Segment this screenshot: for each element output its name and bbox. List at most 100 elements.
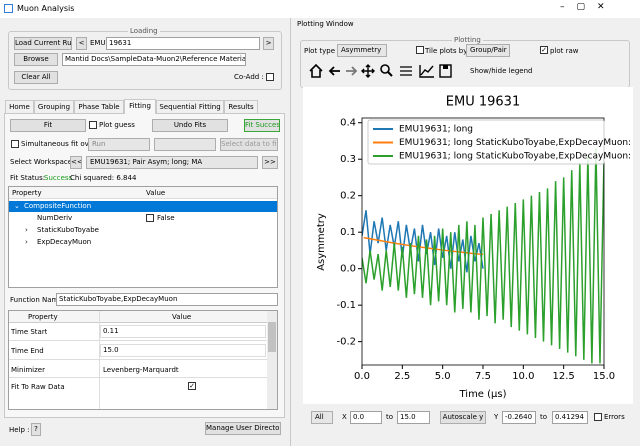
y-max-input[interactable]: 0.41294 (552, 411, 588, 424)
table-cell: Fit To Raw Data (11, 383, 65, 391)
tab[interactable]: Sequential Fitting (156, 100, 224, 113)
tab[interactable]: Grouping (34, 100, 74, 113)
table-header-cell: Property (28, 313, 58, 321)
y-min-input[interactable]: -0.2640 (502, 411, 536, 424)
window-controls[interactable]: –▢✕ (560, 2, 617, 12)
legend-box (367, 119, 605, 165)
pan-icon[interactable] (361, 64, 375, 78)
plot-type-dropdown[interactable]: Asymmetry (337, 44, 387, 57)
errors-checkbox[interactable] (594, 413, 602, 421)
select-data-button[interactable]: Select data to fit (220, 138, 278, 151)
function-name-label: Function Name (10, 296, 63, 304)
zoom-icon[interactable] (380, 64, 390, 74)
tree-item[interactable]: NumDeriv (37, 214, 73, 222)
fit-button[interactable]: Fit (10, 119, 86, 132)
row-divider (9, 340, 267, 341)
help-button[interactable]: ? (31, 423, 41, 436)
scrollbar-thumb[interactable] (268, 322, 276, 352)
load-current-run-button[interactable]: Load Current Run (14, 37, 72, 50)
function-name-input[interactable]: StaticKuboToyabe,ExpDecayMuon (56, 293, 278, 306)
table-cell: Time Start (11, 328, 48, 336)
plot-raw-label: plot raw (550, 47, 579, 55)
toolbar[interactable] (308, 63, 464, 79)
empty-dropdown[interactable] (154, 138, 216, 151)
next-run-button[interactable]: > (263, 37, 274, 50)
chi-squared: Chi squared: 6.844 (70, 174, 137, 182)
save-icon (443, 65, 448, 69)
tree-expander[interactable]: › (25, 238, 28, 246)
path-input[interactable]: Mantid Docs\SampleData-Muon2\Reference M… (62, 53, 246, 66)
manage-directories-button[interactable]: Manage User Directories (205, 422, 281, 435)
run-input[interactable]: 19631 (106, 37, 260, 50)
run-dropdown[interactable]: Run (88, 138, 150, 151)
tree-expander[interactable]: › (25, 226, 28, 234)
tree-row-selected[interactable] (9, 201, 277, 212)
fit-status: Success (44, 174, 73, 182)
configure-icon[interactable] (400, 66, 412, 76)
plot-raw-checkbox[interactable]: ✓ (540, 46, 548, 54)
simultaneous-label: Simultaneous fit over (21, 140, 96, 148)
series-line (362, 148, 604, 364)
to-label: to (540, 413, 548, 421)
legend-toggle[interactable]: Show/hide legend (470, 67, 533, 75)
autoscale-button[interactable]: Autoscale y (440, 411, 486, 424)
y-tick-label: 0.4 (340, 118, 356, 129)
tree-item[interactable]: CompositeFunction (24, 202, 92, 210)
clear-all-button[interactable]: Clear All (14, 71, 58, 84)
table-input[interactable]: 15.0 (100, 344, 266, 357)
y-tick-label: -0.1 (336, 300, 356, 311)
back-icon[interactable] (328, 66, 340, 76)
range-dropdown[interactable]: All (311, 411, 333, 424)
tab[interactable]: Phase Table (74, 100, 124, 113)
x-tick-label: 0.0 (354, 371, 370, 382)
tile-checkbox[interactable] (416, 46, 424, 54)
workspace-dropdown[interactable]: EMU19631; Pair Asym; long; MA (86, 156, 258, 169)
undo-fits-button[interactable]: Undo Fits (152, 119, 228, 132)
zoom-icon[interactable] (387, 71, 393, 77)
prev-run-button[interactable]: < (76, 37, 87, 50)
y-range-label: Y (494, 413, 499, 421)
tree-item-value: False (157, 214, 175, 222)
tree-item[interactable]: ExpDecayMuon (37, 238, 92, 246)
instrument-label: EMU (90, 39, 106, 47)
x-tick-label: 12.5 (553, 371, 575, 382)
plot-guess-checkbox[interactable] (89, 121, 97, 129)
table-input[interactable]: 0.11 (100, 325, 266, 338)
tile-dropdown[interactable]: Group/Pair (466, 44, 510, 57)
table-cell: Time End (11, 347, 44, 355)
table-header (9, 311, 267, 323)
plotting-window-title: Plotting Window (297, 20, 354, 28)
to-label: to (386, 413, 394, 421)
axes-frame (361, 117, 605, 366)
simultaneous-checkbox[interactable] (11, 140, 19, 148)
ws-next-button[interactable]: >> (262, 156, 278, 169)
numderiv-checkbox[interactable] (146, 214, 154, 222)
y-tick-label: 0.3 (340, 154, 356, 165)
y-tick-label: 0.0 (340, 264, 356, 275)
x-tick-label: 15.0 (593, 371, 615, 382)
x-min-input[interactable]: 0.0 (350, 411, 382, 424)
app-icon (4, 4, 13, 13)
fit-result-button[interactable]: Fit Successful (244, 119, 280, 132)
scrollbar[interactable] (267, 311, 277, 409)
axes-icon[interactable] (419, 65, 434, 78)
tab[interactable]: Home (5, 100, 34, 113)
table-cell[interactable]: Levenberg-Marquardt (103, 366, 179, 374)
chart-title: EMU 19631 (446, 95, 520, 110)
splitter[interactable] (290, 18, 291, 446)
table-header-cell: Value (172, 313, 192, 321)
group-title: Plotting (452, 34, 483, 46)
tree-item[interactable]: StaticKuboToyabe (37, 226, 99, 234)
legend-label: EMU19631; long StaticKuboToyabe,ExpDecay… (399, 138, 633, 148)
ws-prev-button[interactable]: << (70, 156, 82, 169)
x-max-input[interactable]: 15.0 (397, 411, 430, 424)
co-add-checkbox[interactable] (266, 73, 274, 81)
home-icon[interactable] (309, 63, 323, 78)
row-divider (9, 359, 267, 360)
forward-icon[interactable] (346, 66, 358, 76)
tab-active[interactable]: Fitting (124, 99, 156, 114)
browse-button[interactable]: Browse (14, 53, 58, 66)
tab[interactable]: Results (224, 100, 258, 113)
legend-label: EMU19631; long StaticKuboToyabe,ExpDecay… (399, 152, 633, 162)
fit-raw-checkbox[interactable]: ✓ (188, 382, 196, 390)
